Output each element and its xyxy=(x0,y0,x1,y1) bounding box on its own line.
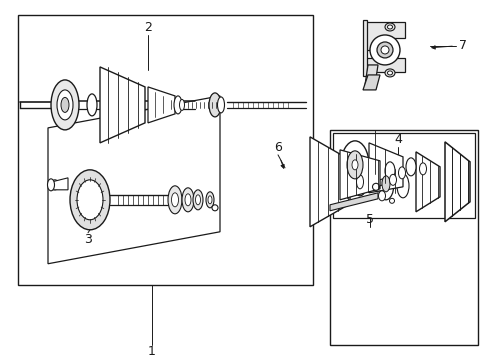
Polygon shape xyxy=(444,142,469,222)
Ellipse shape xyxy=(381,176,389,192)
Ellipse shape xyxy=(184,194,191,206)
Text: 4: 4 xyxy=(393,133,401,147)
Bar xyxy=(329,130,477,345)
Ellipse shape xyxy=(174,96,182,114)
Ellipse shape xyxy=(346,151,362,179)
Bar xyxy=(332,133,474,218)
Ellipse shape xyxy=(70,170,110,230)
Polygon shape xyxy=(48,96,220,264)
Polygon shape xyxy=(362,20,366,76)
Ellipse shape xyxy=(419,163,426,175)
Polygon shape xyxy=(345,177,389,196)
Ellipse shape xyxy=(207,196,212,204)
Ellipse shape xyxy=(193,190,203,210)
Polygon shape xyxy=(100,67,145,143)
Ellipse shape xyxy=(351,160,357,170)
Text: 5: 5 xyxy=(365,213,373,226)
Ellipse shape xyxy=(51,80,79,130)
Ellipse shape xyxy=(51,180,59,190)
Ellipse shape xyxy=(389,198,394,203)
Ellipse shape xyxy=(217,97,224,113)
Ellipse shape xyxy=(369,35,399,65)
Ellipse shape xyxy=(398,167,405,179)
Polygon shape xyxy=(364,65,377,85)
Ellipse shape xyxy=(380,46,388,54)
Polygon shape xyxy=(339,150,379,200)
Text: 2: 2 xyxy=(144,22,152,35)
Ellipse shape xyxy=(372,183,379,190)
Ellipse shape xyxy=(396,174,408,198)
Ellipse shape xyxy=(168,186,182,214)
Polygon shape xyxy=(52,178,68,190)
Text: 3: 3 xyxy=(84,233,92,246)
Ellipse shape xyxy=(208,93,221,117)
Ellipse shape xyxy=(356,175,363,189)
Ellipse shape xyxy=(47,179,54,191)
Ellipse shape xyxy=(384,23,394,31)
Ellipse shape xyxy=(386,71,392,75)
Polygon shape xyxy=(362,75,379,90)
Ellipse shape xyxy=(195,195,200,205)
Ellipse shape xyxy=(386,25,392,29)
Ellipse shape xyxy=(205,192,214,208)
Ellipse shape xyxy=(340,141,368,189)
Ellipse shape xyxy=(182,188,194,212)
Text: 6: 6 xyxy=(273,141,282,154)
Ellipse shape xyxy=(352,168,366,196)
Polygon shape xyxy=(364,22,404,50)
Polygon shape xyxy=(364,58,404,72)
Polygon shape xyxy=(148,87,175,123)
Polygon shape xyxy=(329,193,377,211)
Ellipse shape xyxy=(171,193,178,207)
Ellipse shape xyxy=(179,99,184,111)
Ellipse shape xyxy=(389,174,396,185)
Ellipse shape xyxy=(405,158,415,176)
Text: 7: 7 xyxy=(458,40,466,53)
Ellipse shape xyxy=(384,69,394,77)
Ellipse shape xyxy=(57,90,73,120)
Ellipse shape xyxy=(377,168,393,200)
Ellipse shape xyxy=(61,98,69,112)
Polygon shape xyxy=(415,152,439,212)
Ellipse shape xyxy=(376,42,392,58)
Ellipse shape xyxy=(378,191,385,201)
Ellipse shape xyxy=(384,162,394,180)
Bar xyxy=(18,15,312,285)
Ellipse shape xyxy=(77,180,103,220)
Polygon shape xyxy=(368,143,402,193)
Ellipse shape xyxy=(212,205,218,211)
Polygon shape xyxy=(309,137,349,227)
Ellipse shape xyxy=(87,94,97,116)
Text: 1: 1 xyxy=(148,345,156,358)
